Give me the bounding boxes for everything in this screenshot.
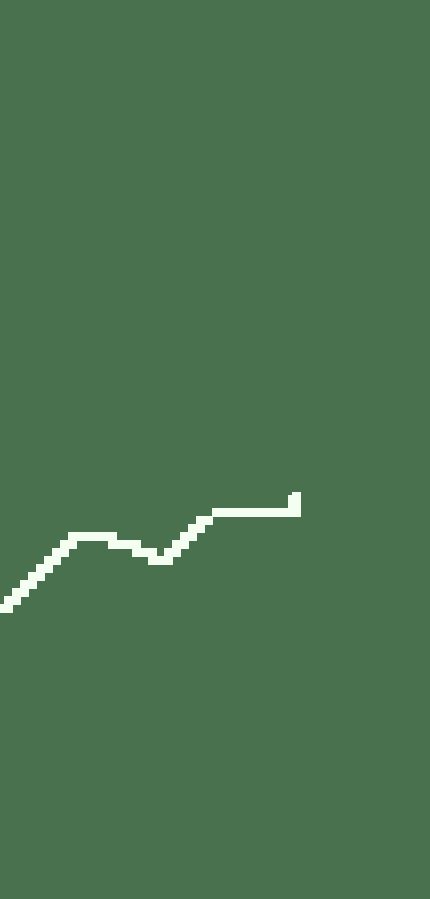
trail-pixel	[164, 548, 173, 557]
trail-pixel	[124, 540, 133, 549]
trail-pixel	[188, 524, 197, 533]
trail-pixel	[68, 540, 77, 549]
trail-pixel	[252, 508, 261, 517]
trail-pixel	[92, 532, 101, 541]
trail-pixel	[4, 604, 13, 613]
trail-pixel	[196, 524, 205, 533]
trail-pixel	[116, 540, 125, 549]
trail-pixel	[180, 540, 189, 549]
trail-pixel	[36, 564, 45, 573]
trail-pixel	[84, 532, 93, 541]
trail-pixel	[172, 548, 181, 557]
trail-pixel	[148, 556, 157, 565]
trail-pixel	[212, 508, 221, 517]
trail-pixel	[108, 532, 117, 541]
trail-pixel	[100, 532, 109, 541]
trail-pixel	[132, 540, 141, 549]
trail-pixel	[20, 588, 29, 597]
trail-pixel	[60, 548, 69, 557]
trail-pixel	[268, 508, 277, 517]
trail-pixel	[164, 556, 173, 565]
trail-pixel	[244, 508, 253, 517]
trail-pixel	[28, 572, 37, 581]
trail-pixel	[180, 532, 189, 541]
trail-pixel	[12, 596, 21, 605]
trail-segments	[0, 492, 301, 613]
trail-pixel	[132, 548, 141, 557]
trail-pixel	[172, 540, 181, 549]
trail-pixel	[68, 532, 77, 541]
trail-pixel	[52, 548, 61, 557]
trail-pixel	[228, 508, 237, 517]
trail-pixel	[148, 548, 157, 557]
trail-pixel	[140, 548, 149, 557]
trail-pixel	[188, 532, 197, 541]
trail-pixel	[260, 508, 269, 517]
trail-pixel	[276, 508, 285, 517]
trail-pixel	[44, 564, 53, 573]
trail-pixel	[52, 556, 61, 565]
trail-pixel	[204, 516, 213, 525]
trail-pixel	[236, 508, 245, 517]
trail-pixel	[44, 556, 53, 565]
trail-pixel	[220, 508, 229, 517]
trail-pixel	[76, 532, 85, 541]
trail-pixel	[28, 580, 37, 589]
trail-pixel	[196, 516, 205, 525]
trail-pixel	[156, 556, 165, 565]
trail-pixel	[60, 540, 69, 549]
trail-pixel	[20, 580, 29, 589]
trail-pixel	[108, 540, 117, 549]
trail-pixel	[12, 588, 21, 597]
trail-pixel	[36, 572, 45, 581]
trail-end-cap	[288, 495, 296, 511]
trail-pixel	[4, 596, 13, 605]
